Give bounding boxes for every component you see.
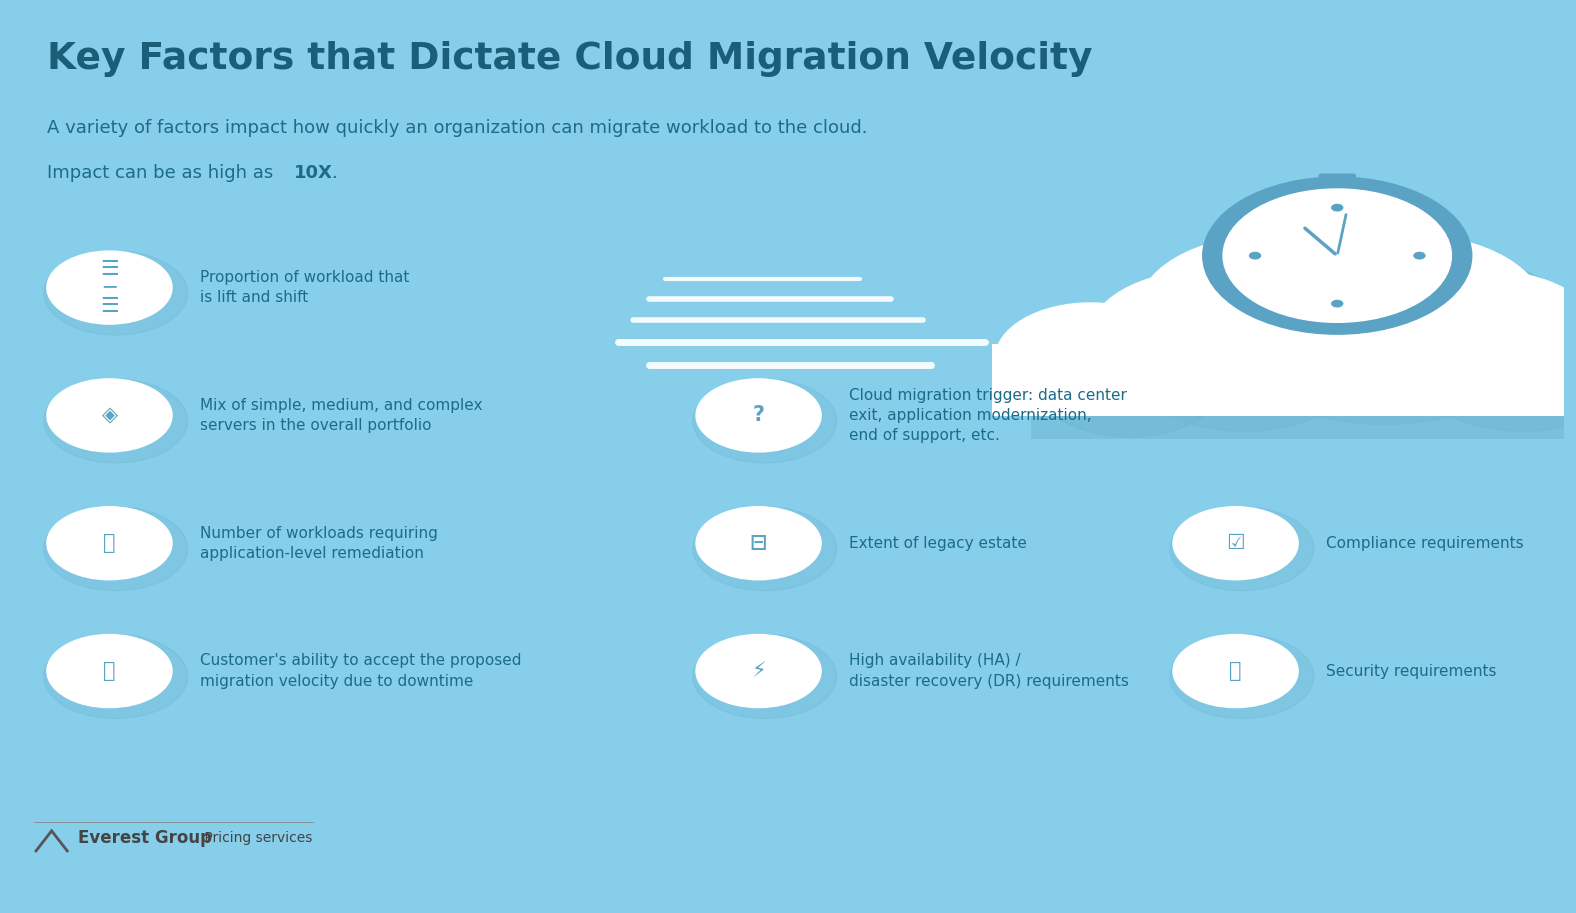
Text: ◈: ◈ <box>101 405 118 425</box>
Text: Cloud migration trigger: data center
exit, application modernization,
end of sup: Cloud migration trigger: data center exi… <box>849 387 1127 444</box>
Circle shape <box>47 507 172 580</box>
Circle shape <box>1202 177 1472 334</box>
Text: ☑: ☑ <box>1226 533 1245 553</box>
Circle shape <box>1277 235 1546 393</box>
Circle shape <box>1332 300 1343 307</box>
Circle shape <box>1034 326 1225 437</box>
Circle shape <box>1250 253 1261 259</box>
FancyBboxPatch shape <box>1319 173 1355 192</box>
Text: Impact can be as high as: Impact can be as high as <box>47 164 279 183</box>
Circle shape <box>44 635 188 719</box>
FancyBboxPatch shape <box>1031 367 1576 439</box>
Circle shape <box>1169 507 1314 591</box>
Circle shape <box>1543 326 1576 437</box>
Circle shape <box>44 379 188 463</box>
Text: Security requirements: Security requirements <box>1327 664 1497 678</box>
Circle shape <box>44 507 188 591</box>
Circle shape <box>47 251 172 324</box>
Circle shape <box>47 635 172 708</box>
Circle shape <box>1169 635 1314 719</box>
Text: Everest Group: Everest Group <box>79 829 213 847</box>
Circle shape <box>1366 270 1576 408</box>
Circle shape <box>1176 257 1445 415</box>
Circle shape <box>996 303 1185 415</box>
Circle shape <box>1414 253 1425 259</box>
Circle shape <box>1136 235 1406 393</box>
Circle shape <box>1316 257 1576 415</box>
Circle shape <box>1406 293 1576 431</box>
Circle shape <box>1223 189 1451 322</box>
Text: ⛅: ⛅ <box>104 533 115 553</box>
Circle shape <box>1173 507 1299 580</box>
Circle shape <box>47 379 172 452</box>
Circle shape <box>1220 233 1548 425</box>
Text: Pricing services: Pricing services <box>200 831 312 845</box>
Circle shape <box>693 507 837 591</box>
Circle shape <box>44 251 188 335</box>
Circle shape <box>1173 635 1299 708</box>
Circle shape <box>693 379 837 463</box>
Circle shape <box>1127 293 1363 431</box>
Text: ⊟: ⊟ <box>750 533 768 553</box>
Circle shape <box>1505 303 1576 415</box>
Circle shape <box>697 379 821 452</box>
Text: Customer's ability to accept the proposed
migration velocity due to downtime: Customer's ability to accept the propose… <box>200 654 522 688</box>
Circle shape <box>1332 205 1343 211</box>
Text: Number of workloads requiring
application-level remediation: Number of workloads requiring applicatio… <box>200 526 438 561</box>
Text: Mix of simple, medium, and complex
servers in the overall portfolio: Mix of simple, medium, and complex serve… <box>200 398 482 433</box>
Text: Key Factors that Dictate Cloud Migration Velocity: Key Factors that Dictate Cloud Migration… <box>47 41 1092 77</box>
Text: ⏱: ⏱ <box>104 661 115 681</box>
Text: ☰
─
☰: ☰ ─ ☰ <box>101 259 118 316</box>
Text: A variety of factors impact how quickly an organization can migrate workload to : A variety of factors impact how quickly … <box>47 119 867 137</box>
Text: .: . <box>331 164 337 183</box>
Text: High availability (HA) /
disaster recovery (DR) requirements: High availability (HA) / disaster recove… <box>849 654 1128 688</box>
Circle shape <box>697 635 821 708</box>
Text: ⚡: ⚡ <box>752 661 766 681</box>
Circle shape <box>697 507 821 580</box>
Text: Proportion of workload that
is lift and shift: Proportion of workload that is lift and … <box>200 270 410 305</box>
Text: Compliance requirements: Compliance requirements <box>1327 536 1524 551</box>
Circle shape <box>1087 270 1324 408</box>
Circle shape <box>1180 210 1510 402</box>
Text: 10X: 10X <box>295 164 333 183</box>
FancyBboxPatch shape <box>991 344 1576 416</box>
Text: ?: ? <box>753 405 764 425</box>
Text: 🔒: 🔒 <box>1229 661 1242 681</box>
Text: Extent of legacy estate: Extent of legacy estate <box>849 536 1028 551</box>
Circle shape <box>693 635 837 719</box>
